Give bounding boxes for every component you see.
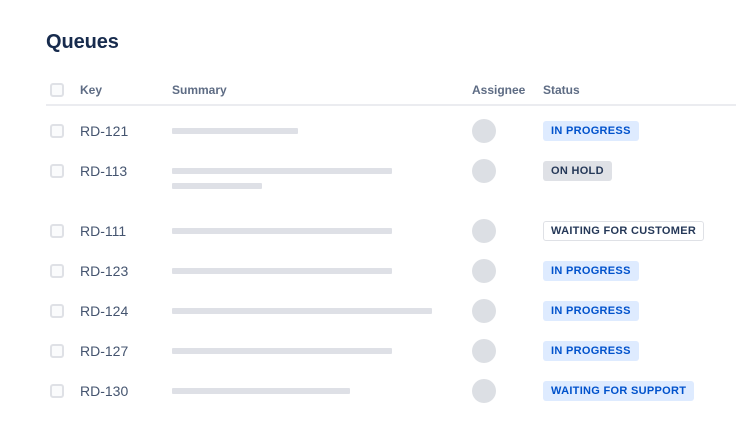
- summary-placeholder-bar: [172, 268, 392, 274]
- summary-placeholder-bar: [172, 128, 298, 134]
- avatar-placeholder-icon: [472, 219, 496, 243]
- column-header-status: Status: [543, 83, 580, 97]
- row-cell-key: RD-130: [80, 371, 172, 411]
- issue-key-link[interactable]: RD-113: [80, 163, 128, 179]
- row-summary: [172, 211, 472, 251]
- row-cell-assignee: [472, 151, 543, 191]
- summary-placeholder-bar: [172, 308, 432, 314]
- issue-key-link[interactable]: RD-127: [80, 343, 129, 359]
- row-cell-key: RD-127: [80, 331, 172, 371]
- row-cell-select: [46, 371, 80, 411]
- row-summary: [172, 331, 472, 371]
- header-cell-assignee: Assignee: [472, 70, 543, 110]
- row-cell-key: RD-111: [80, 211, 172, 251]
- column-header-assignee: Assignee: [472, 83, 526, 97]
- summary-placeholder-bar: [172, 228, 392, 234]
- row-checkbox[interactable]: [50, 344, 64, 358]
- header-cell-summary: Summary: [172, 70, 472, 110]
- avatar-placeholder-icon: [472, 379, 496, 403]
- row-cell-key: RD-113: [80, 151, 172, 191]
- status-badge: IN PROGRESS: [543, 121, 639, 141]
- avatar-placeholder-icon: [472, 119, 496, 143]
- row-summary: [172, 251, 472, 291]
- row-cell-status: WAITING FOR SUPPORT: [543, 371, 736, 411]
- status-badge: IN PROGRESS: [543, 261, 639, 281]
- row-cell-status: IN PROGRESS: [543, 331, 736, 371]
- row-cell-key: RD-121: [80, 111, 172, 151]
- row-cell-select: [46, 331, 80, 371]
- page-title: Queues: [46, 31, 119, 53]
- row-cell-select: [46, 291, 80, 331]
- row-cell-assignee: [472, 331, 543, 371]
- queue-table: Key Summary Assignee Status RD-121 IN PR…: [46, 76, 736, 411]
- row-cell-status: IN PROGRESS: [543, 251, 736, 291]
- row-checkbox[interactable]: [50, 264, 64, 278]
- table-row[interactable]: RD-113 ON HOLD: [46, 151, 736, 211]
- avatar-placeholder-icon: [472, 299, 496, 323]
- row-cell-status: ON HOLD: [543, 151, 736, 191]
- row-cell-select: [46, 251, 80, 291]
- row-checkbox[interactable]: [50, 384, 64, 398]
- row-checkbox[interactable]: [50, 124, 64, 138]
- row-cell-assignee: [472, 211, 543, 251]
- summary-placeholder-bar: [172, 348, 392, 354]
- table-row[interactable]: RD-124 IN PROGRESS: [46, 291, 736, 331]
- summary-placeholder-bar: [172, 183, 262, 189]
- status-badge: IN PROGRESS: [543, 341, 639, 361]
- table-row[interactable]: RD-130 WAITING FOR SUPPORT: [46, 371, 736, 411]
- table-row[interactable]: RD-121 IN PROGRESS: [46, 111, 736, 151]
- issue-key-link[interactable]: RD-123: [80, 263, 129, 279]
- row-summary: [172, 291, 472, 331]
- status-badge: ON HOLD: [543, 161, 612, 181]
- row-cell-status: IN PROGRESS: [543, 291, 736, 331]
- row-cell-status: WAITING FOR CUSTOMER: [543, 211, 736, 251]
- avatar-placeholder-icon: [472, 159, 496, 183]
- row-summary: [172, 151, 472, 191]
- summary-placeholder-bar: [172, 388, 350, 394]
- status-badge: IN PROGRESS: [543, 301, 639, 321]
- row-checkbox[interactable]: [50, 224, 64, 238]
- status-badge: WAITING FOR CUSTOMER: [543, 221, 705, 241]
- row-checkbox[interactable]: [50, 304, 64, 318]
- row-cell-assignee: [472, 251, 543, 291]
- summary-placeholder-bar: [172, 168, 392, 174]
- avatar-placeholder-icon: [472, 259, 496, 283]
- avatar-placeholder-icon: [472, 339, 496, 363]
- row-summary: [172, 371, 472, 411]
- row-checkbox[interactable]: [50, 164, 64, 178]
- issue-key-link[interactable]: RD-111: [80, 223, 127, 239]
- select-all-checkbox[interactable]: [50, 83, 64, 97]
- row-cell-assignee: [472, 291, 543, 331]
- column-header-key: Key: [80, 83, 103, 97]
- row-summary: [172, 111, 472, 151]
- issue-key-link[interactable]: RD-121: [80, 123, 129, 139]
- row-cell-assignee: [472, 371, 543, 411]
- row-cell-status: IN PROGRESS: [543, 111, 736, 151]
- row-cell-key: RD-123: [80, 251, 172, 291]
- row-cell-select: [46, 151, 80, 191]
- issue-key-link[interactable]: RD-130: [80, 383, 129, 399]
- table-row[interactable]: RD-123 IN PROGRESS: [46, 251, 736, 291]
- row-cell-key: RD-124: [80, 291, 172, 331]
- status-badge: WAITING FOR SUPPORT: [543, 381, 695, 401]
- header-cell-select: [46, 70, 80, 110]
- row-cell-select: [46, 211, 80, 251]
- table-row[interactable]: RD-111 WAITING FOR CUSTOMER: [46, 211, 736, 251]
- row-cell-select: [46, 111, 80, 151]
- table-header: Key Summary Assignee Status: [46, 76, 736, 106]
- column-header-summary: Summary: [172, 83, 227, 97]
- header-cell-status: Status: [543, 70, 736, 110]
- table-body: RD-121 IN PROGRESS RD-113 ON HOLD RD-111: [46, 106, 736, 411]
- issue-key-link[interactable]: RD-124: [80, 303, 129, 319]
- row-cell-assignee: [472, 111, 543, 151]
- header-cell-key: Key: [80, 70, 172, 110]
- table-row[interactable]: RD-127 IN PROGRESS: [46, 331, 736, 371]
